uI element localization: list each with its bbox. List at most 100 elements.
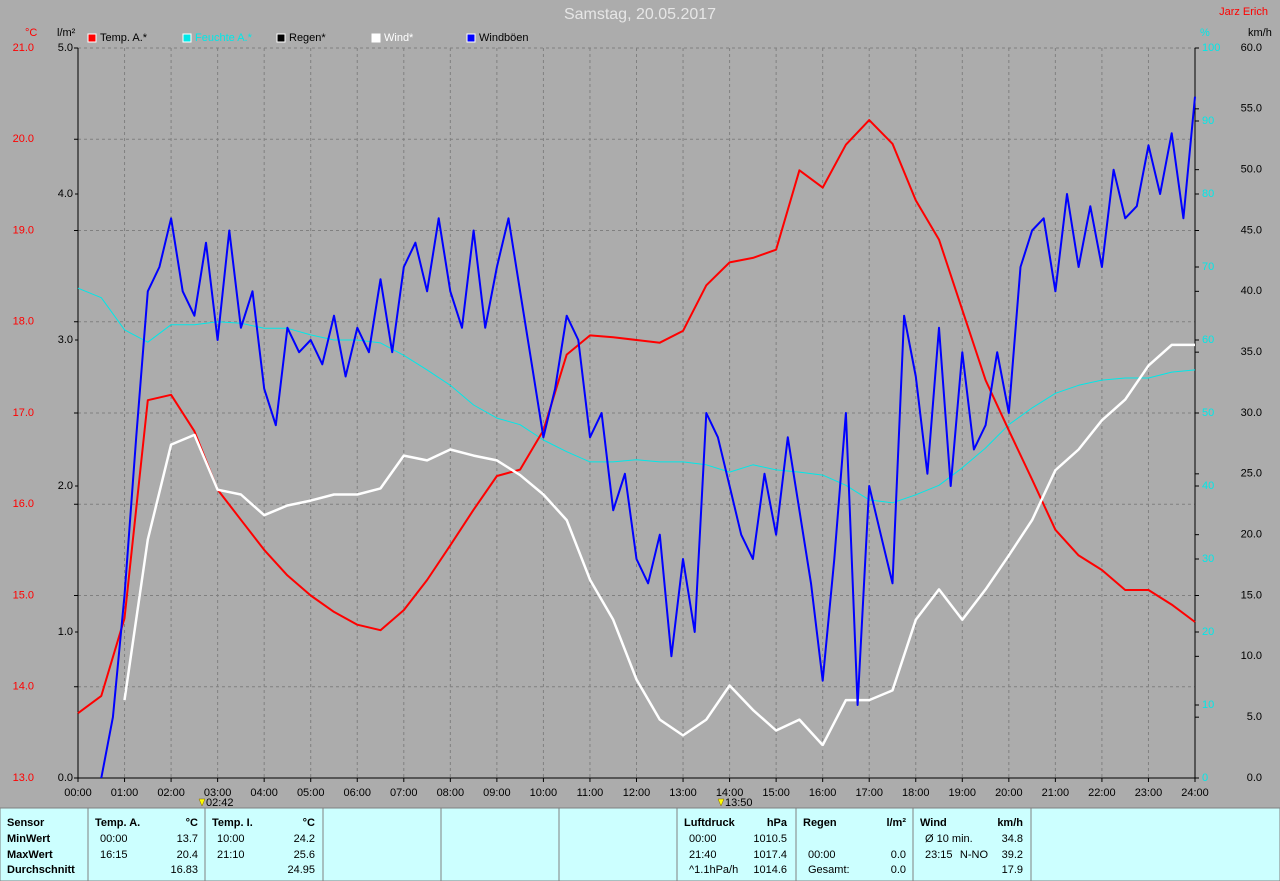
cell-label: 00:00 [100,833,128,845]
x-tick-label: 19:00 [949,787,977,799]
x-tick-label: 04:00 [250,787,278,799]
axis-unit: l/m² [57,27,76,39]
x-tick-label: 15:00 [762,787,790,799]
cell-value: 1010.5 [753,833,787,845]
y-tick-label: 17.0 [13,407,34,419]
y-tick-label: 20.0 [13,133,34,145]
y-tick-label: 20.0 [1241,529,1262,541]
cell-label: 21:10 [217,849,245,861]
y-tick-label: 0 [1202,772,1208,784]
cell-label: ^1.1hPa/h [689,864,738,876]
series-line [77,119,1196,715]
cell-value: 24.95 [287,864,315,876]
x-tick-label: 10:00 [530,787,558,799]
x-tick-label: 11:00 [577,787,604,799]
cell-value: 0.0 [891,864,906,876]
cell-value: 1017.4 [753,849,787,861]
y-tick-label: 50.0 [1241,164,1262,176]
x-tick-label: 01:00 [111,787,139,799]
y-tick-label: 5.0 [1247,711,1262,723]
cell-label: Gesamt: [808,864,850,876]
block-unit: km/h [997,817,1023,829]
cell-label: 21:40 [689,849,717,861]
block-title: Regen [803,817,837,829]
block-unit: °C [186,817,198,829]
y-tick-label: 3.0 [58,334,73,346]
x-tick-label: 05:00 [297,787,325,799]
legend-label: Feuchte A.* [195,32,253,44]
cell-label: 00:00 [808,849,836,861]
block-title: Temp. A. [95,817,140,829]
legend-swatch [371,33,381,43]
block-unit: hPa [767,817,788,829]
marker-1: 02:42 [198,797,234,809]
y-tick-label: 60 [1202,334,1214,346]
x-tick-label: 18:00 [902,787,930,799]
y-tick-label: 5.0 [58,42,73,54]
x-tick-label: 24:00 [1181,787,1209,799]
legend-label: Temp. A.* [100,32,148,44]
y-tick-label: 19.0 [13,224,34,236]
block-title: Luftdruck [684,817,736,829]
y-tick-label: 21.0 [13,42,34,54]
legend-swatch [87,33,97,43]
x-tick-label: 17:00 [855,787,883,799]
x-tick-label: 09:00 [483,787,511,799]
y-tick-label: 60.0 [1241,42,1262,54]
x-tick-label: 08:00 [437,787,465,799]
y-tick-label: 18.0 [13,316,34,328]
legend-label: Wind* [384,32,414,44]
x-tick-label: 23:00 [1135,787,1163,799]
x-tick-label: 06:00 [343,787,371,799]
row-label: Durchschnitt [7,864,75,876]
y-tick-label: 30.0 [1241,407,1262,419]
y-tick-label: 35.0 [1241,346,1262,358]
axis-unit: % [1200,27,1210,39]
cell-value: 13.7 [177,833,198,845]
chart-title: Samstag, 20.05.2017 [564,6,716,23]
legend-label: Regen* [289,32,326,44]
cell-value: 20.4 [177,849,198,861]
y-tick-label: 90 [1202,115,1214,127]
cell-label: 16:15 [100,849,128,861]
series-line [123,343,1195,747]
cell-value: 16.83 [170,864,198,876]
y-tick-label: 0.0 [1247,772,1262,784]
cell-value: 1014.6 [753,864,787,876]
cell-label: Ø 10 min. [925,833,973,845]
y-tick-label: 10 [1202,699,1214,711]
x-tick-label: 07:00 [390,787,418,799]
series-line [77,287,1196,504]
y-tick-label: 14.0 [13,681,34,693]
y-tick-label: 4.0 [58,188,73,200]
y-tick-label: 50 [1202,407,1214,419]
marker-2: 13:50 [717,797,753,809]
x-tick-label: 02:00 [157,787,185,799]
y-tick-label: 45.0 [1241,224,1262,236]
legend-label: Windböen [479,32,529,44]
cell-value: 34.8 [1002,833,1023,845]
marker-icon [717,798,725,807]
x-tick-label: 14:00 [716,787,744,799]
y-tick-label: 13.0 [13,772,34,784]
cell-value: 24.2 [294,833,315,845]
y-tick-label: 70 [1202,261,1214,273]
y-tick-label: 0.0 [58,772,73,784]
axis-unit: °C [25,27,37,39]
cell-value: 39.2 [1002,849,1023,861]
cell-label: 23:15 [925,849,953,861]
x-tick-label: 03:00 [204,787,232,799]
cell-label: 10:00 [217,833,245,845]
row-label: Sensor [7,817,45,829]
marker-icon [198,798,206,807]
cell-value: 17.9 [1002,864,1023,876]
cell-value: 25.6 [294,849,315,861]
x-tick-label: 20:00 [995,787,1023,799]
y-tick-label: 25.0 [1241,468,1262,480]
cell-label: 00:00 [689,833,717,845]
y-tick-label: 15.0 [1241,589,1262,601]
table-background [0,807,1280,881]
y-tick-label: 100 [1202,42,1220,54]
x-tick-label: 16:00 [809,787,837,799]
